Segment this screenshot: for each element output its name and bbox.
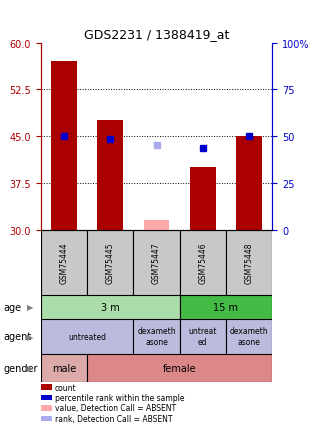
Bar (41, 295, 180, 319)
Bar (226, 319, 272, 354)
Bar (97, 121, 123, 230)
Text: male: male (52, 363, 76, 373)
Bar (87, 354, 272, 382)
Bar (41, 230, 87, 295)
Text: 3 m: 3 m (101, 302, 120, 312)
Text: 15 m: 15 m (213, 302, 239, 312)
Bar (87, 230, 133, 295)
Bar (41, 319, 133, 354)
Bar (133, 319, 180, 354)
Bar (144, 220, 169, 230)
Text: percentile rank within the sample: percentile rank within the sample (55, 393, 184, 402)
Bar (133, 230, 180, 295)
Bar (180, 295, 272, 319)
Bar (190, 168, 216, 230)
Bar (51, 62, 77, 230)
Text: GSM75447: GSM75447 (152, 242, 161, 283)
Text: dexameth
asone: dexameth asone (230, 327, 269, 346)
Bar (236, 137, 262, 230)
Text: GSM75446: GSM75446 (198, 242, 207, 283)
Title: GDS2231 / 1388419_at: GDS2231 / 1388419_at (84, 28, 229, 41)
Text: age: age (3, 302, 21, 312)
Text: ▶: ▶ (27, 302, 33, 312)
Text: GSM75448: GSM75448 (245, 242, 254, 283)
Text: count: count (55, 383, 76, 391)
Bar (226, 230, 272, 295)
Text: dexameth
asone: dexameth asone (137, 327, 176, 346)
Text: rank, Detection Call = ABSENT: rank, Detection Call = ABSENT (55, 414, 172, 423)
Text: gender: gender (3, 363, 38, 373)
Text: untreat
ed: untreat ed (188, 327, 217, 346)
Bar (180, 319, 226, 354)
Text: female: female (163, 363, 197, 373)
Text: GSM75444: GSM75444 (59, 242, 68, 283)
Text: untreated: untreated (68, 332, 106, 341)
Text: agent: agent (3, 332, 31, 341)
Text: value, Detection Call = ABSENT: value, Detection Call = ABSENT (55, 404, 176, 412)
Bar (41, 354, 87, 382)
Bar (180, 230, 226, 295)
Text: ▶: ▶ (27, 332, 33, 341)
Text: GSM75445: GSM75445 (106, 242, 115, 283)
Text: ▶: ▶ (27, 363, 33, 372)
